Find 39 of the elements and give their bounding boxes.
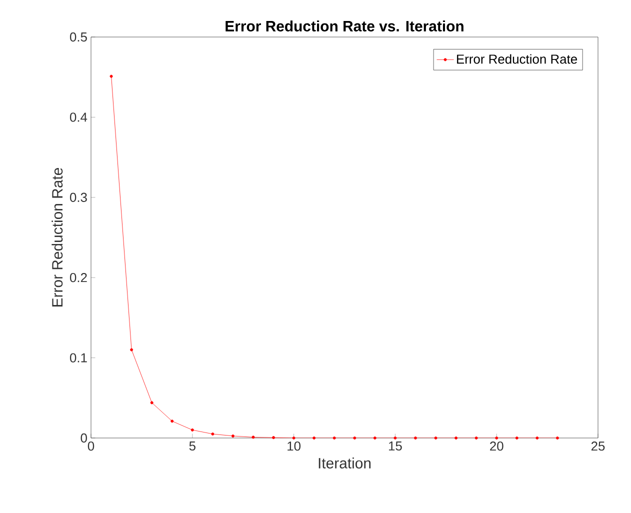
point — [292, 436, 296, 440]
y-axis-title: Error Reduction Rate — [52, 168, 63, 306]
y-tick-label: 0 — [80, 433, 87, 443]
point — [150, 401, 154, 404]
point — [190, 428, 194, 432]
point — [474, 436, 478, 440]
y-tick-label: 0.2 — [70, 273, 87, 282]
point — [312, 436, 316, 440]
point — [170, 420, 174, 423]
point — [353, 436, 356, 440]
point — [231, 434, 234, 438]
chart-title: Error Reduction Rate vs. Iteration — [226, 20, 464, 32]
point — [515, 436, 518, 440]
point — [332, 436, 336, 440]
point — [454, 436, 458, 440]
y-tick-label: 0.3 — [70, 192, 87, 202]
x-tick-label: 20 — [490, 442, 504, 451]
point — [394, 436, 397, 440]
x-tick-label: 25 — [591, 442, 605, 451]
point — [414, 436, 417, 440]
point — [434, 436, 438, 440]
point — [110, 74, 113, 78]
point — [556, 436, 559, 440]
legend-label: Error Reduction Rate — [457, 54, 578, 64]
point — [373, 436, 376, 440]
x-tick-label: 10 — [288, 442, 301, 451]
point — [252, 436, 255, 439]
y-tick-label: 0.4 — [70, 112, 88, 122]
x-tick-label: 5 — [189, 442, 196, 451]
y-tick-label: 0.1 — [70, 353, 87, 362]
point — [211, 432, 214, 436]
point — [495, 436, 498, 440]
x-tick-label: 15 — [388, 442, 402, 451]
point — [130, 348, 134, 352]
point — [272, 436, 276, 440]
x-tick-label: 0 — [88, 442, 94, 451]
x-axis-title: Iteration — [318, 458, 371, 468]
point — [536, 436, 539, 440]
y-tick-label: 0.5 — [70, 32, 87, 42]
